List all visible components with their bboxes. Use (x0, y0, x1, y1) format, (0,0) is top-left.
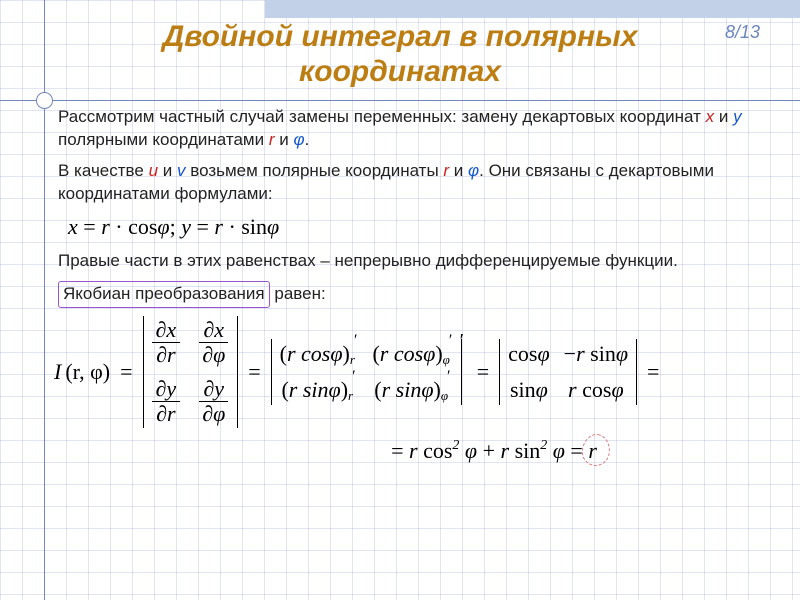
res-plus: + (477, 438, 500, 463)
det-partials: ∂x∂r ∂x∂φ ∂y∂r ∂y∂φ (143, 316, 239, 428)
axis-horizontal (0, 100, 800, 101)
f1-eq2: = (191, 214, 214, 239)
p2-and2: и (449, 161, 468, 180)
p2-pre: В качестве (58, 161, 149, 180)
jacobian-box: Якобиан преобразования (58, 281, 270, 308)
p4-after: равен: (270, 284, 326, 303)
formula-polar-defs: x = r · cosφ; y = r · sinφ (68, 214, 770, 240)
res-sin: sin (509, 438, 540, 463)
jacobian-formula: I(r, φ) = ∂x∂r ∂x∂φ ∂y∂r ∂y∂φ = (r cosφ)… (54, 316, 770, 428)
res-phi1: φ (459, 438, 477, 463)
f1-phi2: φ (267, 214, 279, 239)
f1-dot1: · (110, 214, 128, 239)
var-phi-2: φ (468, 161, 479, 180)
p1-dot: . (305, 130, 310, 149)
j-eq1: = (114, 359, 138, 385)
res-eq1: = (391, 438, 409, 463)
var-x: x (706, 107, 715, 126)
var-v: v (177, 161, 186, 180)
paragraph-4: Якобиан преобразования равен: (58, 281, 770, 308)
det-final: cosφ −r sinφ sinφ r cosφ (499, 339, 637, 405)
res-r2: r (501, 438, 510, 463)
res-sq1: 2 (452, 438, 459, 453)
res-cos: cos (418, 438, 453, 463)
f1-phi1: φ (157, 214, 169, 239)
f1-eq1: = (78, 214, 101, 239)
paragraph-2: В качестве u и v возьмем полярные коорди… (58, 160, 770, 206)
jacobian-result: = r cos2 φ + r sin2 φ = r (218, 438, 770, 464)
f1-cos: cos (128, 214, 157, 239)
j-args: (r, φ) (65, 359, 110, 385)
p2-and: и (158, 161, 177, 180)
f1-r1: r (101, 214, 110, 239)
header-bar (265, 0, 800, 18)
f1-y: y (181, 214, 191, 239)
var-u: u (149, 161, 158, 180)
axis-origin-circle (36, 92, 53, 109)
paragraph-3: Правые части в этих равенствах – непреры… (58, 250, 770, 273)
dxdphi: ∂x∂φ (198, 318, 229, 367)
f1-dot2: · (223, 214, 241, 239)
f1-x: x (68, 214, 78, 239)
f1-r2: r (214, 214, 223, 239)
rcosphi: r cosφ (568, 377, 624, 403)
rcos-phi: (r cosφ)φ′ (372, 341, 453, 367)
p1-text: Рассмотрим частный случай замены перемен… (58, 107, 706, 126)
axis-vertical (44, 0, 45, 600)
f1-semi: ; (170, 214, 182, 239)
p2-mid: возьмем полярные координаты (186, 161, 444, 180)
cosphi: cosφ (508, 341, 550, 367)
dxdr: ∂x∂r (152, 318, 181, 367)
paragraph-1: Рассмотрим частный случай замены перемен… (58, 106, 770, 152)
j-eq3: = (471, 359, 495, 385)
f1-sin: sin (241, 214, 267, 239)
content-area: Рассмотрим частный случай замены перемен… (58, 106, 770, 464)
neg-rsin: −r sinφ (564, 341, 628, 367)
det-rcos-rsin: (r cosφ)r′ (r cosφ)φ′ (r sinφ)r′ (r sinφ… (271, 339, 463, 405)
res-phi2: φ (547, 438, 565, 463)
dydr: ∂y∂r (152, 377, 181, 426)
result-r-circled: r (588, 438, 597, 464)
var-phi: φ (293, 130, 304, 149)
page-number: 8/13 (725, 22, 760, 43)
p1-and: и (714, 107, 733, 126)
rsin-r: (r sinφ)r′ (281, 377, 356, 403)
res-sq2: 2 (540, 438, 547, 453)
j-eq4: = (641, 359, 665, 385)
dydphi: ∂y∂φ (198, 377, 229, 426)
var-y: y (733, 107, 742, 126)
rsin-phi: (r sinφ)φ′ (374, 377, 451, 403)
outer-prime: ′ (458, 330, 462, 353)
rcos-r: (r cosφ)r′ (280, 341, 359, 367)
p1-mid: полярными координатами (58, 130, 269, 149)
j-eq2: = (242, 359, 266, 385)
j-I: I (54, 359, 61, 385)
sinphi: sinφ (510, 377, 548, 403)
slide-title: Двойной интеграл в полярных координатах (80, 20, 720, 89)
p1-and2: и (275, 130, 294, 149)
res-r1: r (409, 438, 418, 463)
